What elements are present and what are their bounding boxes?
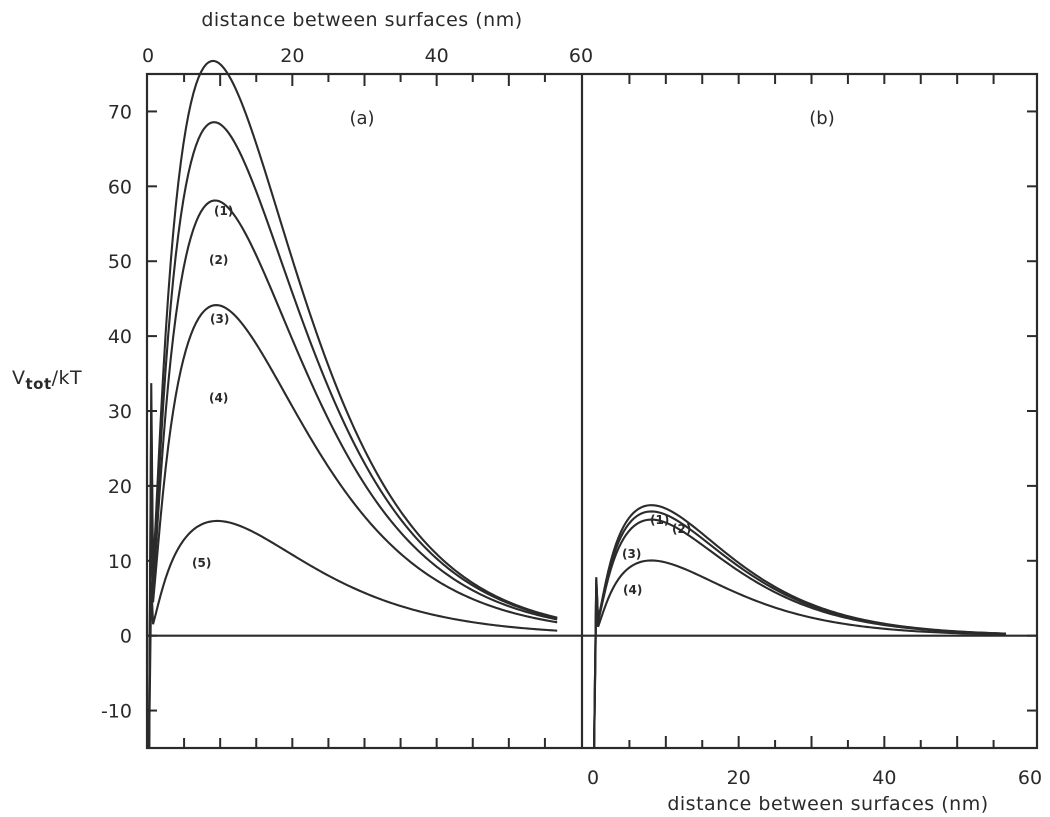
series-label-b-1: (1): [650, 513, 669, 527]
series-line-a-1: [148, 59, 558, 749]
y-tick-label: 20: [108, 476, 132, 498]
series-line-b-1: [593, 504, 1007, 749]
y-tick-label: 30: [108, 401, 132, 423]
y-tick-label: 40: [108, 326, 132, 348]
bottom-x-tick-label: 0: [587, 767, 599, 789]
y-tick-label: 70: [108, 101, 132, 123]
series-label-a-2: (2): [209, 253, 228, 267]
series-label-b-2: (2): [672, 522, 691, 536]
series-label-a-5: (5): [192, 556, 211, 570]
series-label-b-4: (4): [623, 583, 642, 597]
series-line-a-5: [148, 519, 558, 749]
y-tick-label: 10: [108, 551, 132, 573]
series-label-b-3: (3): [622, 547, 641, 561]
top-x-tick-label: 40: [425, 45, 449, 67]
series-label-a-1: (1): [214, 204, 233, 218]
label-layer: (1)(2)(3)(4)(5)(1)(2)(3)(4): [192, 204, 691, 597]
y-tick-label: -10: [101, 701, 132, 723]
series-line-a-4: [148, 304, 558, 749]
series-label-a-3: (3): [210, 312, 229, 326]
y-tick-label: 60: [108, 176, 132, 198]
panel-b-label: (b): [809, 108, 834, 129]
y-tick-label: 0: [120, 626, 132, 648]
bottom-x-tick-label: 60: [1018, 767, 1042, 789]
top-x-tick-label: 20: [280, 45, 304, 67]
top-x-tick-label: 0: [142, 45, 154, 67]
top-x-axis-title: distance between surfaces (nm): [201, 9, 522, 31]
series-line-b-2: [593, 510, 1007, 749]
series-line-b-3: [593, 518, 1006, 749]
y-axis-title: Vtot/kT: [12, 367, 82, 393]
curve-layer: [148, 59, 1007, 749]
bottom-x-axis-title: distance between surfaces (nm): [667, 793, 988, 815]
y-axis-title-rest: /kT: [52, 367, 83, 389]
y-axis-title-subscript: tot: [26, 375, 52, 393]
bottom-x-tick-label: 20: [727, 767, 751, 789]
series-line-a-2: [148, 121, 558, 749]
series-label-a-4: (4): [209, 391, 228, 405]
panel-a-label: (a): [349, 108, 374, 129]
series-line-a-3: [148, 199, 558, 749]
y-tick-label: 50: [108, 251, 132, 273]
y-axis-title-main: V: [12, 367, 26, 389]
top-x-tick-label: 60: [569, 45, 593, 67]
series-line-b-4: [593, 559, 1006, 749]
frame-layer: [145, 72, 1039, 750]
plot-frame: [145, 72, 1039, 750]
bottom-x-tick-label: 40: [872, 767, 896, 789]
tick-layer: -10 0 10 20 30 40 50 60 70 0 20 40 60 0 20 40 60: [101, 45, 1042, 789]
